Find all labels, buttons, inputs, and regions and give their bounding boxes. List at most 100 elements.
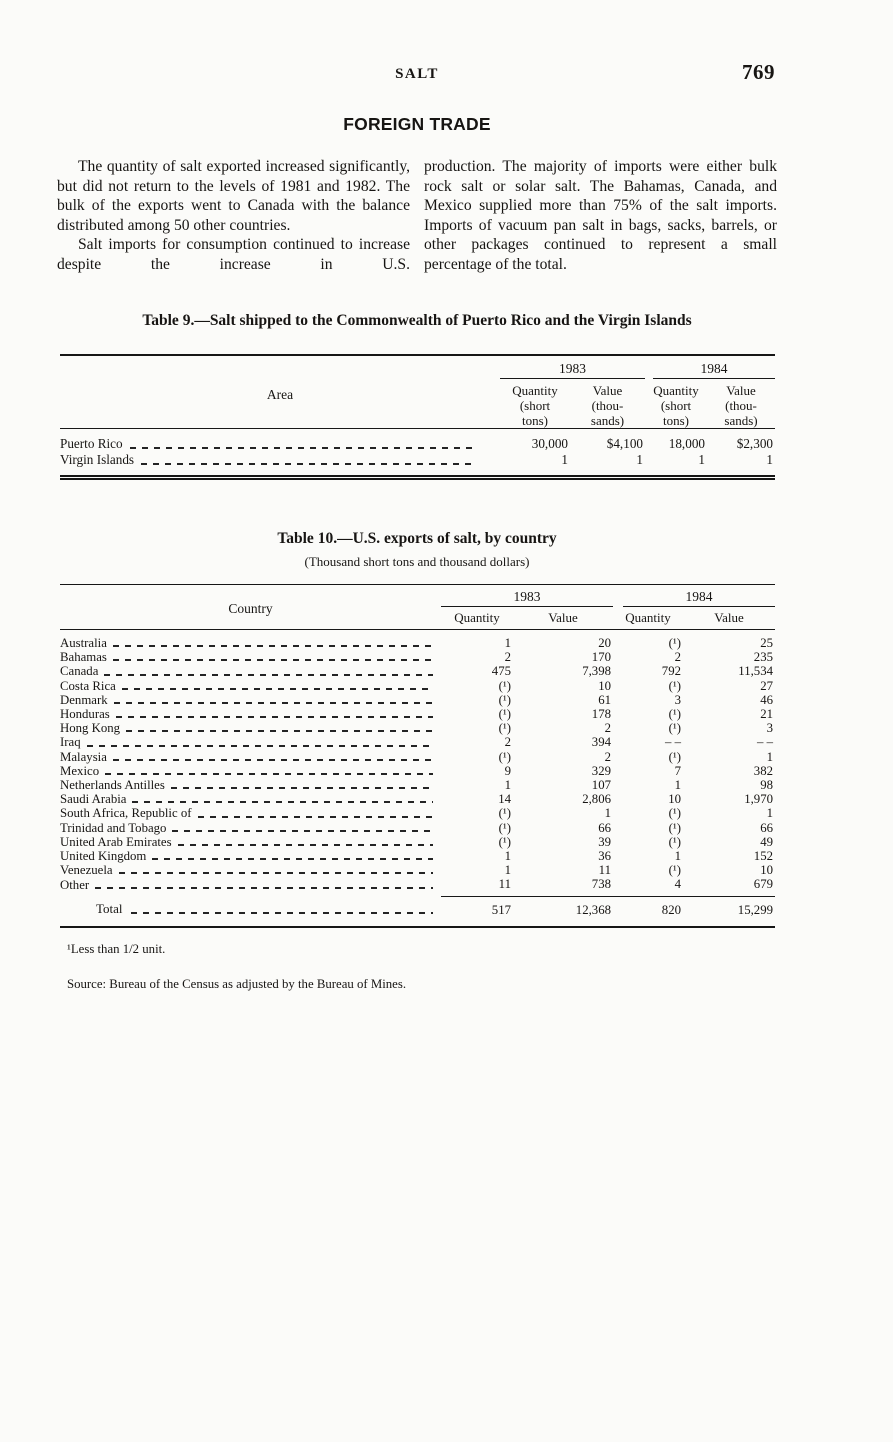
total-value-1983: 12,368 — [513, 895, 613, 927]
country-name: Venezuela — [60, 863, 113, 878]
dash-leader — [129, 447, 472, 449]
dash-leader — [121, 687, 433, 690]
dash-leader — [197, 815, 433, 818]
total-row: Total 517 12,368 820 15,299 — [60, 895, 775, 927]
total-quantity-1984: 820 — [613, 895, 683, 927]
dash-leader — [86, 744, 433, 747]
table-row: Honduras (¹) 178 (¹) 21 — [60, 707, 775, 721]
value-1983: 1 — [604, 806, 611, 821]
dash-leader — [141, 463, 472, 465]
value-1984: 1 — [766, 749, 773, 764]
dash-leader — [130, 911, 433, 914]
table-row: Venezuela 1 11 (¹) 10 — [60, 863, 775, 877]
value-1983: 178 — [591, 707, 611, 722]
value-1984: 1,970 — [744, 792, 773, 807]
table-row: Denmark (¹) 61 3 46 — [60, 693, 775, 707]
table9-subheader-value-1983: Value (thou- sands) — [590, 383, 625, 428]
value-1983: 7,398 — [582, 664, 611, 679]
value-1983: 61 — [598, 692, 611, 707]
quantity-1984: (¹) — [668, 820, 681, 835]
quantity-1983: (¹) — [498, 721, 511, 736]
table-row: United Kingdom 1 36 1 152 — [60, 849, 775, 863]
table-row: Malaysia (¹) 2 (¹) 1 — [60, 750, 775, 764]
quantity-1984: 7 — [674, 763, 681, 778]
table9-title: Table 9.—Salt shipped to the Commonwealt… — [142, 312, 692, 329]
country-name: Mexico — [60, 763, 100, 778]
table10-subheader-value-1984: Value — [714, 610, 744, 625]
paragraph: The quantity of salt exported increased … — [57, 158, 410, 234]
table10-subheader-value-1983: Value — [548, 610, 578, 625]
value-1983: 2 — [604, 749, 611, 764]
table9-subheader-quantity-1984: Quantity (short tons) — [653, 383, 699, 428]
dash-leader — [105, 773, 433, 776]
quantity-1984: 2 — [674, 650, 681, 665]
area-name: Puerto Rico — [60, 436, 123, 451]
dash-leader — [115, 716, 433, 719]
dash-leader — [95, 886, 433, 889]
quantity-1984: 792 — [661, 664, 681, 679]
value-1983: 20 — [598, 636, 611, 650]
quantity-1984: (¹) — [668, 707, 681, 722]
value-1984: 679 — [753, 877, 773, 892]
quantity-1983: 1 — [561, 452, 568, 467]
value-1984: 1 — [766, 452, 773, 467]
country-name: Hong Kong — [60, 721, 121, 736]
table-row: Trinidad and Tobago (¹) 66 (¹) 66 — [60, 821, 775, 835]
value-1983: 1 — [636, 452, 643, 467]
dash-leader — [170, 787, 433, 790]
running-head: SALT 769 — [57, 60, 777, 88]
page-number: 769 — [742, 60, 775, 84]
value-1983: 170 — [591, 650, 611, 665]
country-name: United Kingdom — [60, 849, 147, 864]
dash-leader — [112, 645, 433, 648]
quantity-1983: 2 — [504, 735, 511, 750]
quantity-1983: 1 — [504, 863, 511, 878]
value-1984: 66 — [760, 820, 773, 835]
table9-subheader-value-1984: Value (thou- sands) — [724, 383, 758, 428]
table-row: Australia 1 20 (¹) 25 — [60, 630, 775, 651]
country-name: Netherlands Antilles — [60, 778, 165, 793]
country-name: Malaysia — [60, 749, 107, 764]
table10-header: Country 1983 1984 Quantity Value Quantit… — [60, 585, 775, 630]
table10-total: Total 517 12,368 820 15,299 — [60, 895, 775, 927]
quantity-1984: (¹) — [668, 749, 681, 764]
body-column-right: production. The majority of imports were… — [424, 157, 777, 274]
table10-subheader-quantity-1983: Quantity — [454, 610, 500, 625]
quantity-1983: 2 — [504, 650, 511, 665]
value-1984: 235 — [753, 650, 773, 665]
table-row: Saudi Arabia 14 2,806 10 1,970 — [60, 792, 775, 806]
value-1983: 394 — [591, 735, 611, 750]
quantity-1983: 30,000 — [531, 436, 568, 451]
country-name: Saudi Arabia — [60, 792, 127, 807]
quantity-1984: (¹) — [668, 721, 681, 736]
table-row: Bahamas 2 170 2 235 — [60, 650, 775, 664]
dash-leader — [112, 659, 433, 662]
country-name: Honduras — [60, 707, 110, 722]
document-page: SALT 769 FOREIGN TRADE The quantity of s… — [57, 60, 777, 992]
table-row: Canada 475 7,398 792 11,534 — [60, 664, 775, 678]
quantity-1983: (¹) — [498, 806, 511, 821]
table-row: Puerto Rico 30,000 $4,100 18,000 $2,300 — [60, 429, 775, 453]
quantity-1983: (¹) — [498, 834, 511, 849]
table-row: Costa Rica (¹) 10 (¹) 27 — [60, 679, 775, 693]
table10-section: Table 10.—U.S. exports of salt, by count… — [57, 530, 777, 992]
quantity-1983: 9 — [504, 763, 511, 778]
country-name: Canada — [60, 664, 99, 679]
value-1983: 2,806 — [582, 792, 611, 807]
quantity-1983: (¹) — [498, 749, 511, 764]
total-value-1984: 15,299 — [683, 895, 775, 927]
table9-section: Table 9.—Salt shipped to the Commonwealt… — [57, 312, 777, 480]
value-1984: 25 — [760, 636, 773, 650]
value-1984: 3 — [766, 721, 773, 736]
table9-header: Area 1983 1984 Quantity (short tons) Val… — [60, 355, 775, 429]
value-1983: 10 — [598, 678, 611, 693]
table10: Country 1983 1984 Quantity Value Quantit… — [60, 584, 775, 928]
area-name: Virgin Islands — [60, 452, 135, 467]
section-heading: FOREIGN TRADE — [343, 114, 491, 134]
quantity-1984: (¹) — [668, 806, 681, 821]
table-row: Netherlands Antilles 1 107 1 98 — [60, 778, 775, 792]
table-row: Mexico 9 329 7 382 — [60, 764, 775, 778]
value-1983: 2 — [604, 721, 611, 736]
quantity-1984: 18,000 — [668, 436, 705, 451]
value-1984: 1 — [766, 806, 773, 821]
